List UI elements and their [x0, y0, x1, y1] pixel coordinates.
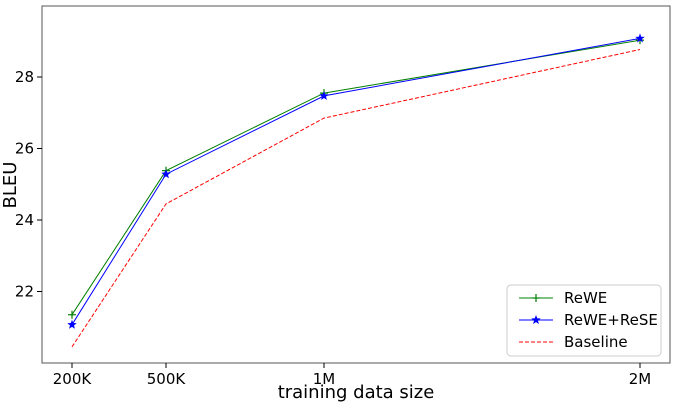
series-lines — [71, 37, 641, 348]
axis-ticks: 200K 500K 1M 2M 22 24 26 28 — [15, 68, 651, 388]
legend: ReWE ReWE+ReSE Baseline — [506, 284, 662, 357]
legend-entries: ReWE ReWE+ReSE Baseline — [519, 289, 658, 351]
legend-marker — [531, 315, 541, 325]
series-line-baseline — [71, 49, 641, 348]
x-axis-label: training data size — [278, 382, 435, 403]
x-tick-label: 500K — [147, 370, 187, 388]
data-point — [319, 90, 329, 100]
y-axis-label: BLEU — [0, 162, 21, 209]
x-tick-label: 200K — [53, 370, 93, 388]
y-tick-label: 22 — [15, 283, 34, 301]
series-markers — [67, 33, 645, 329]
legend-box — [506, 284, 662, 357]
data-point — [68, 310, 76, 319]
data-point — [161, 169, 171, 179]
x-tick-label: 2M — [629, 370, 652, 388]
x-tick-label: 1M — [313, 370, 336, 388]
legend-label: Baseline — [564, 333, 628, 351]
legend-marker — [532, 294, 540, 302]
y-tick-label: 28 — [15, 68, 34, 86]
series-line-rewe-rese — [71, 37, 641, 325]
data-point — [67, 319, 77, 329]
y-tick-label: 24 — [15, 211, 34, 229]
y-tick-label: 26 — [15, 140, 34, 158]
legend-label: ReWE+ReSE — [564, 311, 658, 329]
legend-label: ReWE — [564, 289, 607, 307]
data-point — [635, 33, 645, 43]
